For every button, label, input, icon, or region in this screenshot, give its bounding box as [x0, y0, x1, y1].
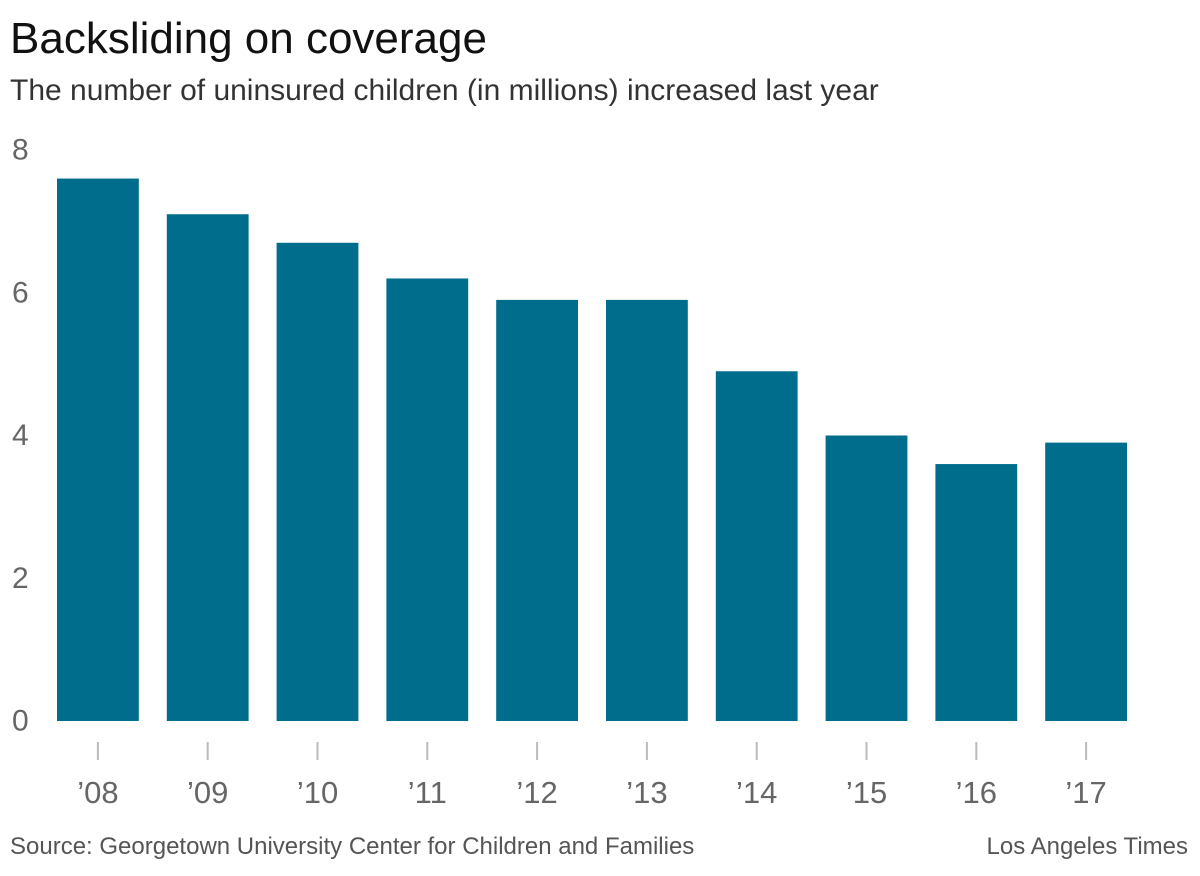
bar [606, 299, 688, 721]
x-tick-label: ’09 [187, 775, 228, 810]
y-tick-label: 6 [12, 276, 29, 309]
x-tick-label: ’14 [736, 775, 777, 810]
bar [1045, 442, 1128, 721]
y-tick-label: 8 [12, 134, 29, 167]
y-tick-label: 0 [12, 705, 29, 738]
x-tick-label: ’17 [1065, 775, 1106, 810]
x-tick-label: ’15 [846, 775, 887, 810]
y-tick-label: 2 [12, 562, 29, 595]
x-tick-label: ’11 [408, 775, 447, 810]
x-tick-label: ’10 [297, 775, 338, 810]
x-axis: ’08 ’09 ’10 ’11 ’12 ’13 ’14 ’15 ’16 ’17 [77, 742, 1107, 810]
source-note: Source: Georgetown University Center for… [10, 833, 695, 860]
x-tick-label: ’16 [956, 775, 997, 810]
chart-title: Backsliding on coverage [10, 14, 487, 63]
bar [166, 214, 249, 722]
bar [715, 371, 798, 721]
x-tick-label: ’08 [77, 775, 118, 810]
y-tick-label: 4 [12, 419, 29, 452]
x-tick-label: ’12 [516, 775, 557, 810]
publisher-credit: Los Angeles Times [986, 833, 1188, 860]
bars-group [57, 178, 1128, 722]
bar [276, 242, 359, 721]
x-tick-label: ’13 [626, 775, 667, 810]
bar [935, 464, 1018, 721]
bar [386, 278, 469, 721]
bar [825, 435, 908, 721]
bar [496, 299, 579, 721]
chart-subtitle: The number of uninsured children (in mil… [10, 74, 879, 107]
y-axis: 0 2 4 6 8 [12, 134, 29, 738]
bar [57, 178, 139, 722]
